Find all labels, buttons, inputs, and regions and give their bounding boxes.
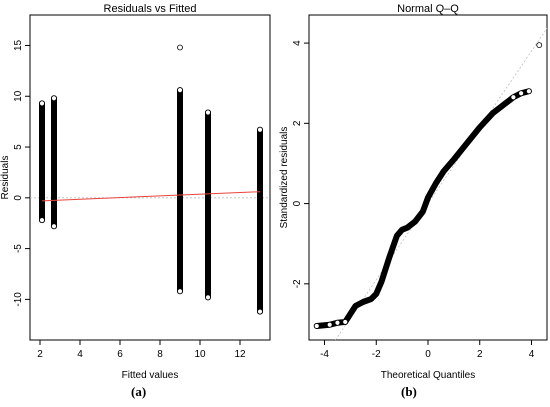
- qq-plot-frame: [308, 14, 548, 341]
- residuals-x-tick-label: 4: [77, 349, 83, 360]
- residuals-x-tick-label: 10: [194, 349, 206, 360]
- qq-point: [510, 94, 517, 101]
- qq-point: [334, 319, 341, 326]
- residual-point: [39, 100, 45, 107]
- residuals-x-tick-label: 12: [234, 349, 246, 360]
- residuals-y-tick-label: -5: [13, 244, 24, 253]
- qq-point: [342, 319, 349, 325]
- caption-b: (b): [401, 384, 417, 399]
- qq-y-tick-label: 0: [292, 200, 303, 206]
- qq-point: [313, 323, 320, 329]
- residuals-y-tick-label: 0: [13, 195, 24, 201]
- residuals-title: Residuals vs Fitted: [104, 3, 197, 15]
- residual-point: [205, 109, 211, 116]
- residual-point: [177, 288, 183, 295]
- qq-point: [518, 90, 525, 97]
- residuals-x-axis-label: Fitted values: [122, 370, 179, 381]
- residuals-vs-fitted-panel: Residuals vs Fitted Fitted values Residual…: [0, 3, 271, 381]
- qq-title: Normal Q–Q: [397, 3, 459, 15]
- residual-point: [257, 308, 263, 315]
- residual-point: [257, 126, 263, 133]
- qq-y-tick-label: 2: [292, 120, 303, 126]
- residuals-plot-frame: [29, 14, 271, 341]
- residuals-x-tick-label: 2: [37, 349, 43, 360]
- residuals-y-tick-label: 10: [13, 90, 24, 102]
- smoother-line: [41, 191, 261, 202]
- qq-x-axis-label: Theoretical Quantiles: [381, 370, 476, 381]
- qq-x-tick-label: -4: [320, 349, 329, 360]
- residuals-y-tick-label: 15: [13, 39, 24, 51]
- qq-x-tick-label: 0: [425, 349, 431, 360]
- residuals-x-tick-label: 8: [157, 349, 163, 360]
- qq-x-tick-label: 4: [529, 349, 535, 360]
- residuals-y-tick-label: -10: [13, 292, 24, 307]
- normal-qq-panel: Normal Q–Q Theoretical Quantiles Standardi…: [279, 3, 548, 381]
- qq-x-tick-label: 2: [477, 349, 483, 360]
- qq-y-tick-label: 4: [292, 40, 303, 46]
- residuals-y-axis-label: Residuals: [0, 156, 11, 200]
- residuals-y-tick-label: 5: [13, 144, 24, 150]
- qq-points-band: [313, 88, 532, 329]
- residual-point: [177, 87, 183, 94]
- residuals-x-tick-label: 6: [117, 349, 123, 360]
- qq-point: [326, 321, 333, 328]
- residual-point: [39, 217, 45, 224]
- caption-a: (a): [131, 384, 147, 399]
- outlier-point: [177, 44, 183, 51]
- qq-reference-line: [335, 28, 548, 341]
- qq-point: [525, 88, 532, 95]
- qq-x-tick-label: -2: [372, 349, 381, 360]
- qq-outlier-point: [536, 42, 543, 48]
- residual-point: [205, 294, 211, 301]
- residual-point: [51, 95, 57, 102]
- residual-point: [51, 223, 57, 230]
- qq-y-axis-label: Standardized residuals: [279, 127, 290, 229]
- qq-y-tick-label: -2: [292, 279, 303, 288]
